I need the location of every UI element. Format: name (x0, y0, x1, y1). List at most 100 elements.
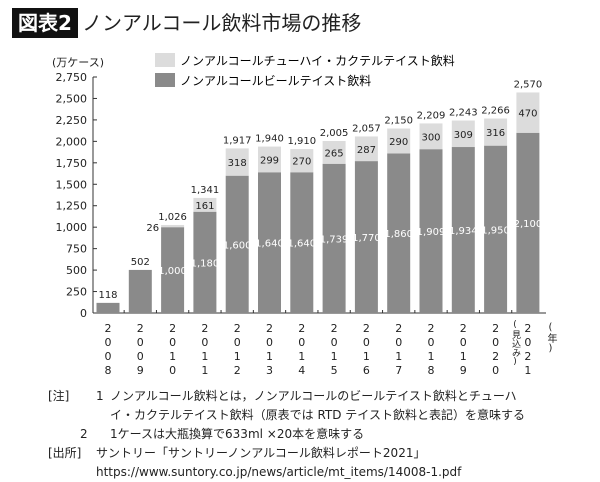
x-tick-label: 1 (460, 350, 467, 363)
x-tick-label: 9 (137, 364, 144, 377)
x-tick-label: 2 (234, 364, 241, 377)
figure-tag: 図表2 (12, 8, 78, 38)
bar-chuhai-taste (225, 148, 249, 176)
data-label-beer: 1,860 (384, 229, 413, 240)
data-label-total: 2,570 (514, 79, 543, 90)
x-tick-label: 0 (137, 336, 144, 349)
x-tick-label: 1 (363, 350, 370, 363)
bar-beer-taste (354, 161, 378, 313)
data-label-chuhai: 470 (518, 109, 537, 120)
data-label-beer: 1,770 (352, 233, 381, 244)
data-label-chuhai: 265 (325, 148, 344, 159)
y-tick-label: 2,750 (56, 71, 88, 84)
y-tick-label: 750 (66, 243, 87, 256)
source-line-1: サントリー「サントリーノンアルコール飲料レポート2021」 (96, 446, 426, 460)
x-tick-label: 0 (234, 336, 241, 349)
x-tick-label: 5 (331, 364, 338, 377)
x-tick-label: 0 (428, 336, 435, 349)
data-label-chuhai: 290 (389, 137, 408, 148)
x-tick-label: 0 (105, 350, 112, 363)
data-label-chuhai: 299 (260, 155, 279, 166)
x-tick-label: 8 (428, 364, 435, 377)
y-tick-label: 1,000 (56, 221, 88, 234)
x-tick-label: 0 (169, 336, 176, 349)
x-tick-label: 0 (395, 336, 402, 349)
y-tick-label: 1,500 (56, 178, 88, 191)
x-tick-label: 2 (492, 350, 499, 363)
data-label-chuhai: 270 (292, 157, 311, 168)
x-tick-label: 0 (201, 336, 208, 349)
legend-label-chuhai: ノンアルコールチューハイ・カクテルテイスト飲料 (180, 53, 455, 68)
data-label-total: 2,266 (481, 106, 510, 117)
data-label-total: 1,940 (255, 134, 284, 145)
notes: [注] 1 ノンアルコール飲料とは，ノンアルコールのビールテイスト飲料とチューハ イ… (48, 387, 525, 482)
data-label-beer: 1,600 (223, 240, 252, 251)
data-label-beer: 2,100 (514, 219, 543, 230)
data-label-beer: 1,909 (417, 227, 446, 238)
bar-beer-taste (96, 302, 120, 313)
x-tick-label: 1 (298, 350, 305, 363)
x-tick-label: 2 (492, 322, 499, 335)
bar-chuhai-taste (193, 197, 217, 212)
x-tick-label: 0 (492, 364, 499, 377)
bar-chuhai-taste (161, 224, 185, 228)
stacked-bar-chart: (万ケース) ノンアルコールチューハイ・カクテルテイスト飲料 ノンアルコールビー… (52, 53, 546, 377)
bar-chuhai-taste (419, 123, 443, 150)
bar-beer-taste (290, 172, 314, 313)
x-tick-label: 7 (395, 364, 402, 377)
data-label-beer: 1,180 (191, 258, 220, 269)
x-tick-label: 1 (234, 350, 241, 363)
x-tick-label: 0 (524, 336, 531, 349)
bar-chuhai-taste (516, 92, 540, 133)
y-tick-label: 1,750 (56, 157, 88, 170)
y-axis-label: (万ケース) (52, 56, 104, 69)
source-url[interactable]: https://www.suntory.co.jp/news/article/m… (96, 465, 462, 479)
data-label-chuhai: 287 (357, 145, 376, 156)
data-label-total: 2,057 (352, 123, 381, 134)
y-tick-label: 500 (66, 264, 87, 277)
x-tick-label: 4 (298, 364, 305, 377)
x-tick-label: 8 (105, 364, 112, 377)
x-tick-label: 0 (266, 336, 273, 349)
x-tick-label: 2 (298, 322, 305, 335)
legend-swatch-chuhai (155, 53, 175, 67)
x-tick-label: 2 (524, 322, 531, 335)
y-tick-label: 250 (66, 286, 87, 299)
bar-chuhai-taste (322, 141, 346, 164)
x-tick-label: 2 (524, 350, 531, 363)
data-label-beer: 1,000 (158, 266, 187, 277)
data-label-total: 2,005 (320, 128, 349, 139)
data-label-chuhai: 309 (454, 130, 473, 141)
x-tick-label: 0 (363, 336, 370, 349)
y-tick-label: 2,500 (56, 92, 88, 105)
x-tick-label: 0 (169, 364, 176, 377)
bar-beer-taste (516, 132, 540, 313)
data-label-total: 1,026 (158, 212, 187, 223)
y-tick-label: 0 (80, 307, 87, 320)
data-label-total: 2,209 (417, 110, 446, 121)
x-tick-label: 1 (201, 350, 208, 363)
x-tick-label: 2 (363, 322, 370, 335)
legend-label-beer: ノンアルコールビールテイスト飲料 (180, 73, 371, 88)
y-tick-label: 2,000 (56, 135, 88, 148)
y-tick-label: 2,250 (56, 114, 88, 127)
x-tick-label: 2 (137, 322, 144, 335)
source-tag: [出所] (48, 446, 82, 460)
data-label-chuhai: 26 (146, 223, 159, 234)
bar-beer-taste (387, 153, 411, 313)
x-tick-label: 1 (266, 350, 273, 363)
x-tick-label: 1 (428, 350, 435, 363)
bar-chuhai-taste (484, 118, 508, 146)
bar-beer-taste (451, 147, 475, 313)
x-tick-label: 1 (331, 350, 338, 363)
x-tick-label: 0 (105, 336, 112, 349)
x-tick-label: 2 (428, 322, 435, 335)
data-label-beer: 1,934 (449, 226, 478, 237)
x-tick-label: 0 (298, 336, 305, 349)
x-tick-label: 3 (266, 364, 273, 377)
bar-chuhai-taste (387, 128, 411, 154)
note-1-line-1: ノンアルコール飲料とは，ノンアルコールのビールテイスト飲料とチューハ (110, 389, 517, 403)
x-tick-label: 1 (395, 350, 402, 363)
data-label-total: 118 (98, 290, 117, 301)
x-tick-label: 2 (201, 322, 208, 335)
